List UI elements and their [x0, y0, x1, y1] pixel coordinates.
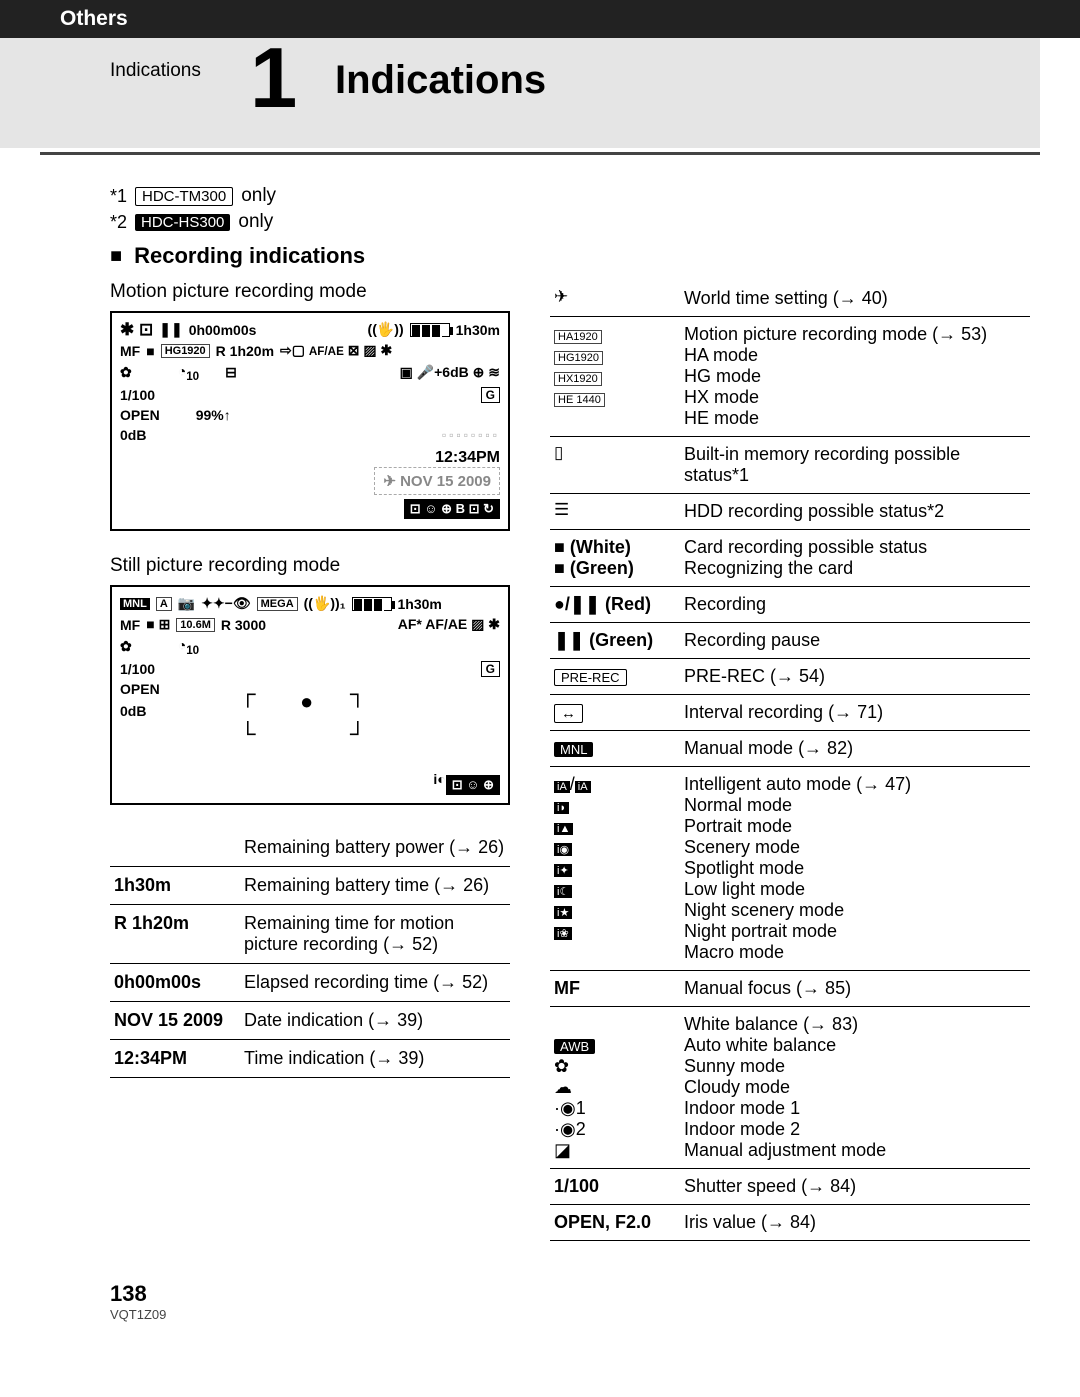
still-mode-label: Still picture recording mode — [110, 555, 510, 577]
page-number: 138 — [110, 1281, 1080, 1307]
chapter-number: 1 — [250, 30, 297, 128]
chapter-header: Indications 1 Indications — [0, 38, 1040, 148]
left-column: Motion picture recording mode ✱ ⊡ ❚❚ 0h0… — [110, 281, 510, 1241]
page-title: Indications — [335, 58, 546, 103]
footnote-1: *1 HDC-TM300 only — [110, 185, 1030, 207]
section-tab: Others — [0, 0, 1080, 38]
lcd-date: ✈ NOV 15 2009 — [374, 467, 500, 495]
left-reference-table: Remaining battery power (→ 26) 1h30m Rem… — [110, 829, 510, 1078]
tab-label: Others — [60, 7, 128, 31]
motion-mode-label: Motion picture recording mode — [110, 281, 510, 303]
right-reference-table: ✈ World time setting (→ 40) HA1920 HG192… — [550, 281, 1030, 1241]
footnote-2: *2 HDC-HS300 only — [110, 211, 1030, 233]
model-badge: HDC-HS300 — [135, 214, 230, 231]
footnotes: *1 HDC-TM300 only *2 HDC-HS300 only — [110, 185, 1030, 233]
right-column: ✈ World time setting (→ 40) HA1920 HG192… — [550, 281, 1030, 1241]
page-footer: 138 VQT1Z09 — [0, 1261, 1080, 1322]
motion-lcd: ✱ ⊡ ❚❚ 0h00m00s ((🖐)) 1h30m MF ■ HG1920 … — [110, 311, 510, 531]
still-lcd: MNL A📷 ✦✦−👁 MEGA ((🖐))₁ 1h30m MF ■ ⊞ 10.… — [110, 585, 510, 805]
section-heading: Recording indications — [110, 243, 1030, 269]
model-badge: HDC-TM300 — [135, 187, 233, 206]
side-label: Indications — [110, 60, 201, 82]
document-id: VQT1Z09 — [110, 1307, 1080, 1322]
